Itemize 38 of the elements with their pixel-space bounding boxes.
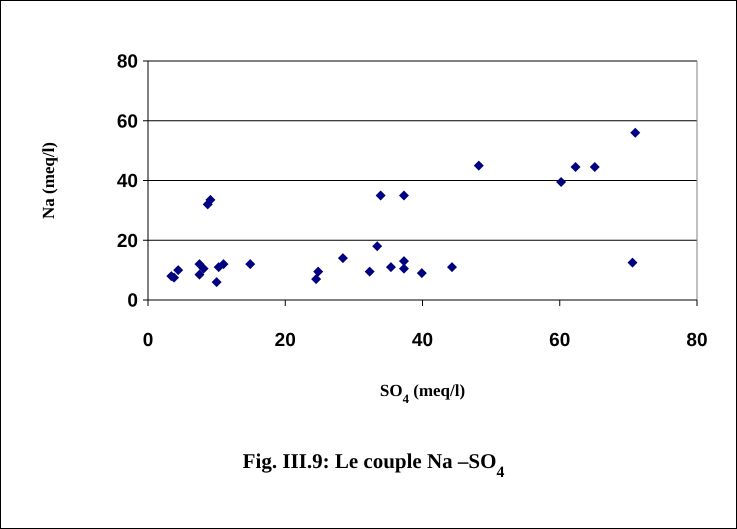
y-tick-label: 60 — [116, 111, 138, 132]
point — [364, 266, 375, 277]
point — [398, 256, 409, 266]
point — [212, 277, 222, 288]
point — [202, 199, 213, 210]
y-tick-label: 40 — [116, 171, 138, 192]
point — [416, 268, 427, 278]
point — [386, 262, 396, 272]
point — [590, 162, 600, 172]
point — [338, 253, 348, 264]
x-tick-label: 40 — [412, 330, 434, 351]
point — [194, 270, 204, 280]
point — [376, 190, 386, 200]
x-tick-label: 0 — [142, 330, 154, 351]
point — [474, 160, 484, 171]
point — [556, 176, 566, 187]
y-tick-label: 80 — [116, 52, 138, 73]
x-tick-label: 80 — [686, 330, 708, 351]
x-axis-title: SO$_{4}$ (meq/l) — [380, 381, 466, 406]
text: Fig. III.9: Le couple Na –SO$_{4}$ — [242, 449, 504, 480]
point — [311, 274, 322, 284]
point — [218, 259, 228, 270]
point — [245, 259, 256, 270]
y-tick-label: 0 — [127, 290, 138, 312]
point — [173, 265, 184, 276]
y-tick-label: 20 — [116, 230, 138, 252]
x-tick-label: 20 — [274, 330, 296, 351]
point — [630, 128, 640, 138]
point — [313, 266, 324, 277]
point — [372, 241, 382, 252]
y-axis-title: Na (meq/l) — [39, 142, 58, 219]
point — [398, 190, 409, 200]
x-tick-label: 60 — [549, 330, 570, 351]
point — [627, 258, 638, 268]
point — [198, 264, 209, 274]
point — [398, 264, 409, 274]
point — [447, 262, 458, 272]
point — [570, 162, 581, 172]
